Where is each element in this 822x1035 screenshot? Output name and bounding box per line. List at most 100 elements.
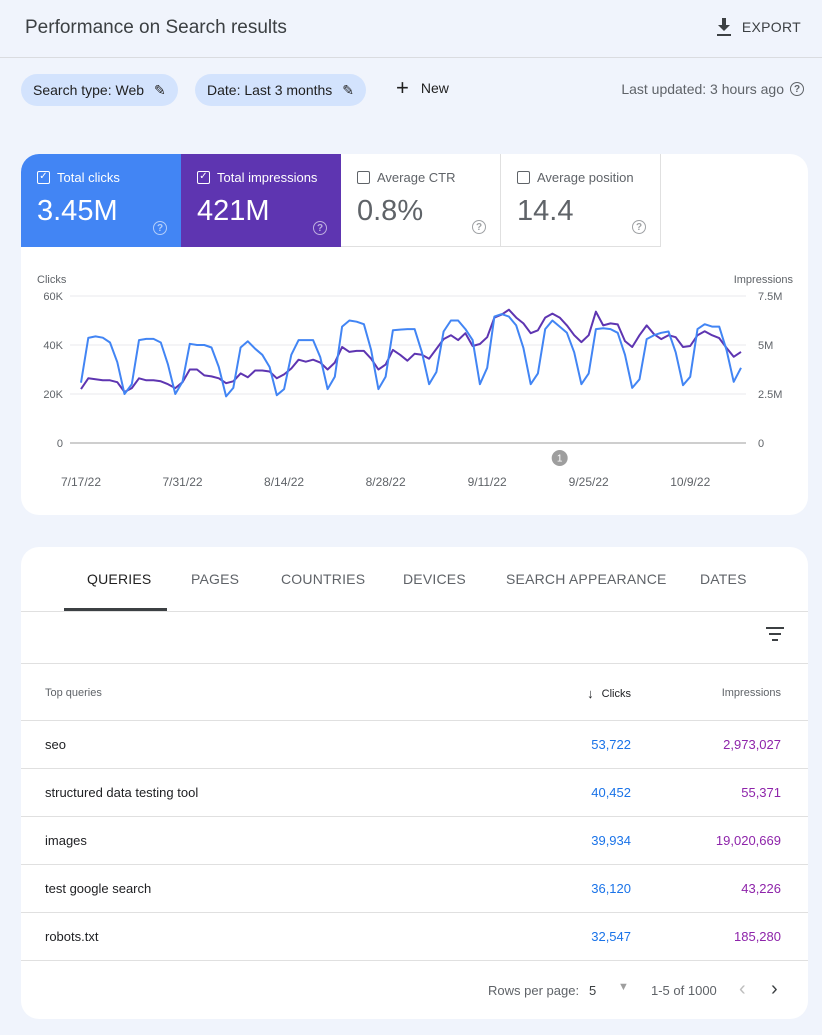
last-updated-text: Last updated: 3 hours ago — [621, 81, 784, 97]
metric-total-impressions[interactable]: ✓ Total impressions 421M ? — [181, 154, 341, 247]
metric-label: Total clicks — [57, 170, 120, 185]
checkbox-icon[interactable] — [357, 171, 370, 184]
query-cell: images — [45, 833, 87, 848]
y-right-tick-label: 7.5M — [758, 291, 782, 303]
header-divider — [0, 57, 822, 58]
impressions-series-line[interactable] — [80, 308, 742, 393]
arrow-down-icon: ↓ — [587, 686, 594, 701]
help-icon[interactable]: ? — [313, 221, 327, 235]
table-row[interactable]: images 39,934 19,020,669 — [21, 817, 808, 865]
metric-label: Total impressions — [217, 170, 318, 185]
metric-label: Average CTR — [377, 170, 456, 185]
divider — [21, 611, 808, 612]
metric-value: 0.8% — [357, 195, 424, 227]
divider — [21, 663, 808, 664]
tab-queries[interactable]: QUERIES — [87, 571, 152, 587]
tab-devices[interactable]: DEVICES — [403, 571, 466, 587]
clicks-cell: 36,120 — [591, 881, 631, 896]
impressions-cell: 55,371 — [741, 785, 781, 800]
tab-pages[interactable]: PAGES — [191, 571, 240, 587]
query-cell: structured data testing tool — [45, 785, 199, 800]
y-right-tick-label: 2.5M — [758, 389, 782, 401]
rows-per-page-label: Rows per page: — [488, 983, 580, 998]
page-title: Performance on Search results — [25, 17, 287, 38]
export-button[interactable]: EXPORT — [716, 18, 801, 36]
table-row[interactable]: structured data testing tool 40,452 55,371 — [21, 769, 808, 817]
x-tick-label: 7/31/22 — [163, 475, 203, 489]
x-tick-label: 7/17/22 — [61, 475, 101, 489]
next-page-icon[interactable]: › — [771, 978, 778, 1000]
y-right-tick-label: 0 — [758, 438, 764, 450]
metric-average-ctr[interactable]: Average CTR 0.8% ? — [341, 154, 501, 247]
y-left-axis-label: Clicks — [37, 274, 67, 286]
impressions-cell: 43,226 — [741, 881, 781, 896]
previous-page-icon[interactable]: ‹ — [739, 978, 746, 1000]
impressions-cell: 185,280 — [734, 929, 781, 944]
clicks-series-line[interactable] — [80, 313, 742, 398]
active-tab-indicator — [64, 608, 167, 611]
y-left-tick-label: 20K — [43, 389, 63, 401]
dropdown-arrow-icon[interactable]: ▼ — [618, 981, 629, 993]
x-tick-label: 9/11/22 — [468, 475, 507, 489]
metric-label: Average position — [537, 170, 634, 185]
y-right-tick-label: 5M — [758, 340, 773, 352]
help-icon[interactable]: ? — [472, 220, 486, 234]
x-tick-label: 8/28/22 — [366, 475, 406, 489]
date-filter-chip[interactable]: Date: Last 3 months ✎ — [195, 74, 367, 106]
download-icon — [716, 18, 731, 36]
column-header-clicks-label: Clicks — [601, 687, 631, 700]
clicks-cell: 39,934 — [591, 833, 631, 848]
table-row[interactable]: seo 53,722 2,973,027 — [21, 721, 808, 769]
annotation-marker[interactable]: 1 — [551, 450, 568, 466]
x-tick-label: 8/14/22 — [264, 475, 304, 489]
clicks-cell: 32,547 — [591, 929, 631, 944]
clicks-cell: 53,722 — [591, 737, 631, 752]
annotation-circle[interactable] — [551, 450, 568, 466]
y-left-tick-label: 60K — [43, 291, 63, 303]
new-filter-button[interactable]: + New — [396, 75, 449, 100]
y-left-tick-label: 40K — [43, 340, 63, 352]
details-card: QUERIES PAGES COUNTRIES DEVICES SEARCH APPEA… — [21, 547, 808, 1019]
impressions-cell: 2,973,027 — [723, 737, 781, 752]
pencil-icon: ✎ — [154, 81, 166, 98]
performance-line-chart: Clicks Impressions 0 0 20K 2.5M 40K 5M 60K 7.5M… — [37, 274, 794, 489]
tab-dates[interactable]: DATES — [700, 571, 747, 587]
clicks-cell: 40,452 — [591, 785, 631, 800]
help-icon[interactable]: ? — [632, 220, 646, 234]
pagination-range: 1-5 of 1000 — [651, 983, 717, 998]
checkbox-checked-icon[interactable]: ✓ — [37, 171, 50, 184]
search-type-filter-chip[interactable]: Search type: Web ✎ — [21, 74, 178, 106]
checkbox-icon[interactable] — [517, 171, 530, 184]
metric-value: 421M — [197, 195, 270, 227]
checkbox-checked-icon[interactable]: ✓ — [197, 171, 210, 184]
export-label: EXPORT — [741, 19, 801, 35]
performance-chart-card: ✓ Total clicks 3.45M ? ✓ Total impressions… — [21, 154, 808, 515]
query-cell: seo — [45, 737, 66, 752]
new-label: New — [420, 80, 449, 96]
metric-average-position[interactable]: Average position 14.4 ? — [501, 154, 661, 247]
metric-value: 3.45M — [37, 195, 118, 227]
table-row[interactable]: robots.txt 32,547 185,280 — [21, 913, 808, 961]
tab-countries[interactable]: COUNTRIES — [281, 571, 366, 587]
query-cell: test google search — [45, 881, 152, 896]
x-tick-label: 9/25/22 — [569, 475, 609, 489]
y-left-tick-label: 0 — [57, 438, 63, 450]
x-tick-label: 10/9/22 — [670, 475, 710, 489]
y-right-axis-label: Impressions — [734, 274, 794, 286]
plus-icon: + — [396, 75, 409, 100]
table-row[interactable]: test google search 36,120 43,226 — [21, 865, 808, 913]
rows-per-page-select[interactable]: 5 — [589, 983, 597, 998]
metric-total-clicks[interactable]: ✓ Total clicks 3.45M ? — [21, 154, 181, 247]
table-header-row: Top queries ↓ Clicks Impressions — [21, 663, 808, 721]
query-cell: robots.txt — [45, 929, 99, 944]
column-header-impressions[interactable]: Impressions — [721, 687, 781, 699]
tab-search-appearance[interactable]: SEARCH APPEARANCE — [506, 571, 667, 587]
column-header-clicks[interactable]: ↓ Clicks — [587, 686, 631, 701]
help-icon[interactable]: ? — [790, 82, 804, 96]
pencil-icon: ✎ — [342, 81, 355, 98]
chip-label: Date: Last 3 months — [207, 82, 333, 98]
metric-value: 14.4 — [517, 195, 574, 227]
help-icon[interactable]: ? — [153, 221, 167, 235]
column-header-query[interactable]: Top queries — [45, 687, 102, 699]
filter-icon[interactable] — [766, 627, 784, 641]
